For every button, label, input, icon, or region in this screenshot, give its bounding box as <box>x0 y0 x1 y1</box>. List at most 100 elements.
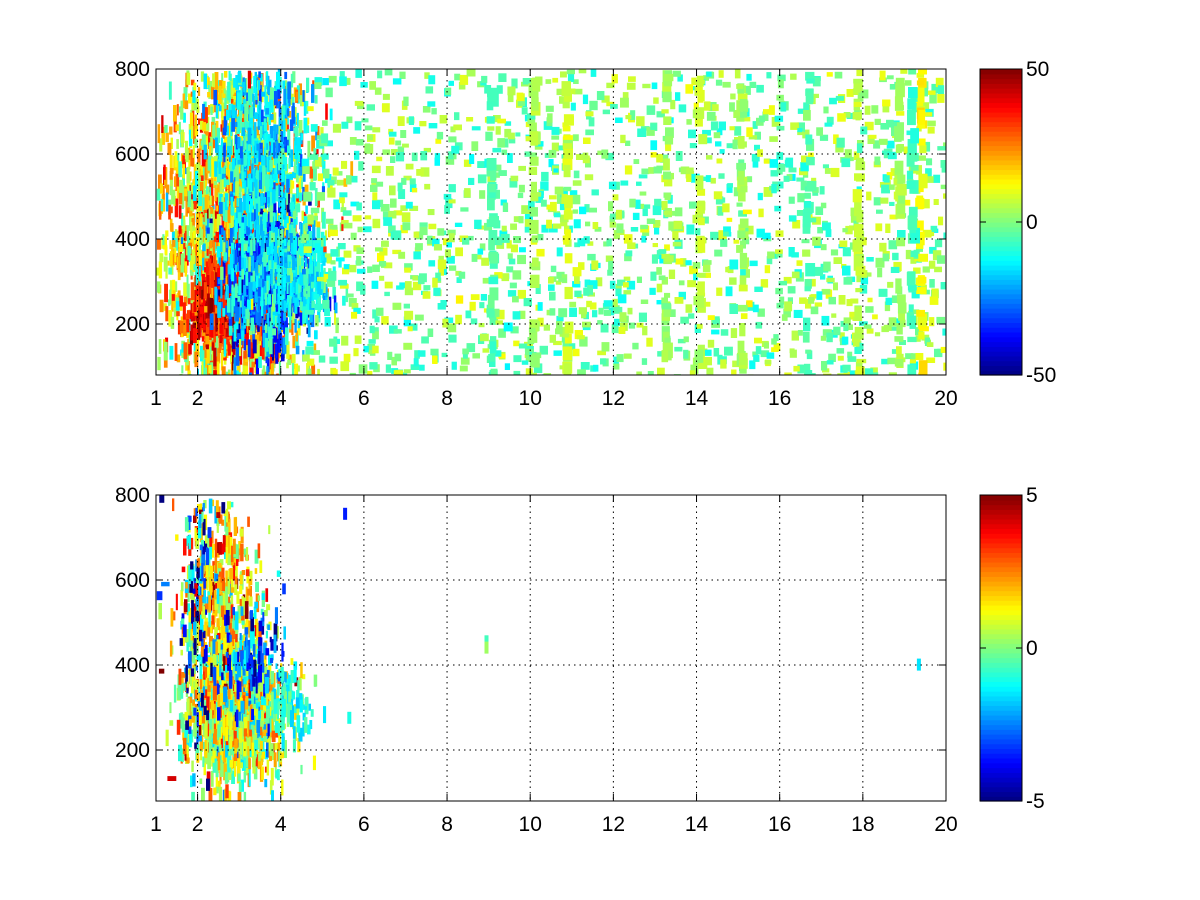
heatmap-cell <box>225 179 230 186</box>
heatmap-cells <box>156 69 946 375</box>
heatmap-cell <box>193 252 196 262</box>
heatmap-cell <box>264 132 267 152</box>
heatmap-cell <box>183 342 188 360</box>
heatmap-cell <box>227 145 231 158</box>
heatmap-cell <box>194 138 198 148</box>
heatmap-cell <box>159 299 164 313</box>
heatmap-cell <box>185 198 188 217</box>
heatmap-cell <box>229 103 233 111</box>
heatmap-cell <box>222 102 225 112</box>
heatmap-cell <box>195 281 200 295</box>
heatmap-cell <box>255 170 259 182</box>
heatmap-cell <box>218 321 221 336</box>
heatmap-cell <box>267 233 271 240</box>
heatmap-cell <box>212 137 216 149</box>
heatmap-cell <box>228 228 231 240</box>
heatmap-cell <box>300 223 303 237</box>
heatmap-cell <box>278 130 282 144</box>
heatmap-cell <box>261 109 264 122</box>
heatmap-cell <box>168 81 172 100</box>
heatmap-cell <box>180 253 185 273</box>
heatmap-cell <box>183 317 187 336</box>
heatmap-cell <box>209 263 214 279</box>
heatmap-cell <box>176 104 179 116</box>
heatmap-cell <box>182 302 186 320</box>
heatmap-cell <box>303 211 307 220</box>
heatmap-cell <box>241 296 245 314</box>
heatmap-cell <box>207 155 211 171</box>
heatmap-cell <box>227 369 231 375</box>
heatmap-cell <box>259 166 262 173</box>
heatmap-cell <box>274 272 279 285</box>
heatmap-cell <box>276 265 279 272</box>
heatmap-cell <box>224 71 228 78</box>
heatmap-cell <box>184 188 188 197</box>
heatmap-cell <box>223 116 227 133</box>
heatmap-cell <box>266 347 270 358</box>
heatmap-cell <box>211 159 215 179</box>
heatmap-cell <box>194 308 198 316</box>
heatmap-cell <box>281 180 285 190</box>
heatmap-cell <box>216 167 221 183</box>
heatmap-cell <box>219 176 223 193</box>
heatmap-cell <box>239 198 242 213</box>
heatmap-cell <box>204 306 208 313</box>
heatmap-cell <box>286 261 290 272</box>
heatmap-cell <box>216 127 220 143</box>
heatmap-cell <box>211 271 214 288</box>
heatmap-cell <box>212 124 216 138</box>
heatmap-cell <box>220 103 224 118</box>
heatmap-cell <box>215 331 219 349</box>
heatmap-cell <box>272 328 276 336</box>
heatmap-cell <box>197 87 201 96</box>
heatmap-cell <box>218 145 223 162</box>
heatmap-cell <box>244 180 247 193</box>
heatmap-cell <box>305 117 310 124</box>
heatmap-cell <box>257 322 260 332</box>
heatmap-cell <box>179 179 183 193</box>
heatmap-cell <box>163 341 168 361</box>
heatmap-cell <box>188 93 192 104</box>
heatmap-cell <box>275 284 278 301</box>
heatmap-cell <box>205 335 210 345</box>
heatmap-cell <box>169 280 173 291</box>
heatmap-cell <box>243 257 247 272</box>
heatmap-cell <box>186 330 190 338</box>
heatmap-cell <box>252 252 256 261</box>
heatmap-cell <box>238 114 242 131</box>
heatmap-cell <box>285 309 289 316</box>
heatmap-cell <box>207 364 210 375</box>
heatmap-cell <box>262 262 264 280</box>
heatmap-cell <box>247 178 250 188</box>
heatmap-cell <box>252 180 256 199</box>
heatmap-cell <box>180 271 184 277</box>
heatmap-cell <box>307 225 312 232</box>
heatmap-cell <box>267 80 272 93</box>
heatmap-cell <box>196 105 200 113</box>
heatmap-cell <box>289 173 293 180</box>
heatmap-cell <box>269 126 274 139</box>
heatmap-cell <box>199 213 203 227</box>
heatmap-cell <box>280 353 285 362</box>
heatmap-cell <box>242 273 247 293</box>
heatmap-cell <box>189 232 194 247</box>
heatmap-cell <box>223 230 226 243</box>
heatmap-cell <box>192 110 195 127</box>
heatmap-cell <box>209 187 213 201</box>
heatmap-cell <box>278 198 283 207</box>
heatmap-cell <box>231 115 235 132</box>
heatmap-cell <box>216 246 221 258</box>
heatmap-cell <box>272 202 277 214</box>
heatmap-cell <box>271 221 275 233</box>
heatmap-cell <box>285 105 288 118</box>
heatmap-cell <box>215 313 218 332</box>
heatmap-cell <box>329 182 333 190</box>
heatmap-cell <box>252 270 255 282</box>
heatmap-cell <box>272 309 276 325</box>
heatmap-cell <box>305 205 308 214</box>
heatmap-cell <box>274 185 279 202</box>
heatmap-cell <box>203 139 206 147</box>
heatmap-cell <box>266 149 269 157</box>
heatmap-cell <box>170 316 175 329</box>
heatmap-cell <box>196 98 199 110</box>
